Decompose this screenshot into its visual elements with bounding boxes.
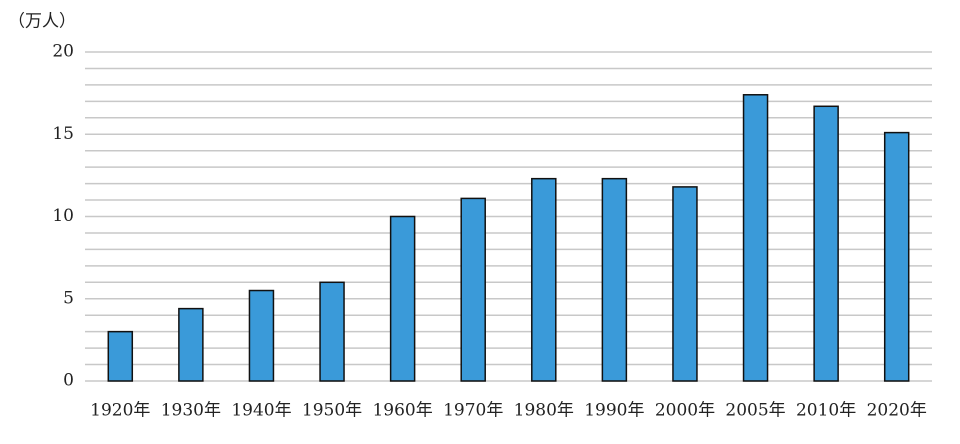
x-tick-label: 1960年 <box>372 401 432 421</box>
bar <box>460 197 486 382</box>
y-tick-label: 20 <box>52 42 74 62</box>
bar <box>319 281 345 382</box>
bar <box>672 186 698 382</box>
y-tick-label: 10 <box>52 206 74 226</box>
bar <box>389 215 416 382</box>
x-tick-label: 1940年 <box>231 401 291 421</box>
bar <box>601 177 628 382</box>
bar <box>107 330 134 382</box>
x-tick-label: 2020年 <box>867 401 927 421</box>
x-tick-label: 2010年 <box>796 401 856 421</box>
x-tick-label: 1920年 <box>90 401 150 421</box>
bar <box>883 131 910 382</box>
bar <box>742 94 769 382</box>
x-tick-label: 2005年 <box>725 401 785 421</box>
y-tick-label: 5 <box>63 288 74 308</box>
x-tick-label: 1970年 <box>443 401 503 421</box>
x-tick-label: 2000年 <box>655 401 715 421</box>
x-tick-label: 1980年 <box>514 401 574 421</box>
y-tick-label: 0 <box>63 371 74 391</box>
bar <box>178 307 204 382</box>
y-axis-label: （万人） <box>8 12 76 32</box>
x-tick-label: 1990年 <box>584 401 644 421</box>
bar <box>248 289 275 382</box>
x-tick-label: 1950年 <box>302 401 362 421</box>
bar <box>531 177 557 382</box>
bar <box>813 105 839 382</box>
x-tick-label: 1930年 <box>161 401 221 421</box>
y-tick-label: 15 <box>52 124 74 144</box>
